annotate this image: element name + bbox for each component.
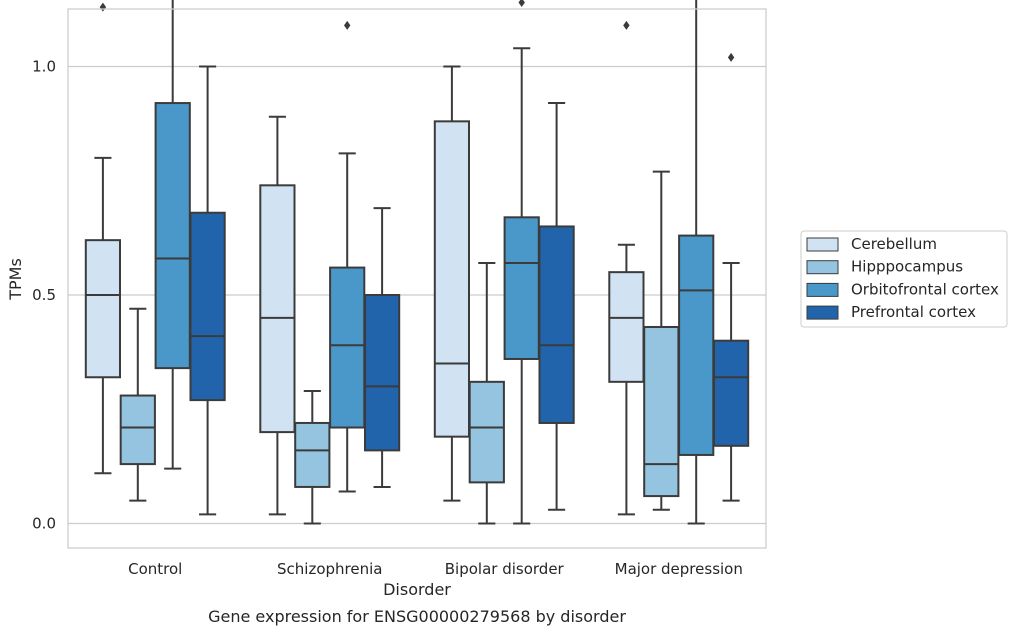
x-tick-label: Major depression: [615, 560, 743, 578]
box-iqr: [643, 325, 680, 498]
box-hipppocampus: [119, 307, 156, 502]
box-orbitofrontal-cortex: [678, 0, 715, 525]
box-iqr: [259, 184, 296, 434]
box-iqr: [154, 102, 191, 370]
legend-swatch: [806, 237, 839, 252]
x-tick-label: Bipolar disorder: [445, 560, 565, 578]
x-axis-label: Disorder: [383, 580, 451, 599]
y-tick-labels: 0.00.51.01.52.0: [32, 58, 56, 533]
box-hipppocampus: [294, 389, 331, 525]
box-iqr: [294, 421, 331, 488]
outlier-point: [344, 20, 351, 30]
legend-label: Orbitofrontal cortex: [851, 280, 999, 298]
box-iqr: [363, 294, 401, 452]
box-hipppocampus: [643, 170, 680, 511]
legend-label: Hipppocampus: [851, 258, 963, 276]
outlier-point: [727, 52, 735, 62]
box-cerebellum: [608, 20, 645, 516]
box-iqr: [84, 239, 122, 379]
x-tick-label: Control: [128, 560, 182, 578]
box-iqr: [712, 339, 750, 447]
legend-swatch: [806, 305, 839, 320]
box-iqr: [468, 380, 505, 484]
x-tick-labels: Control Schizophrenia Bipolar disorder Majo…: [128, 560, 743, 578]
plot-frame: [67, 8, 767, 549]
box-iqr: [503, 216, 540, 360]
legend-frame: [800, 230, 1008, 328]
y-tick-label: 1.0: [32, 58, 56, 76]
box-iqr: [608, 271, 645, 383]
box-orbitofrontal-cortex: [154, 0, 191, 470]
box-hipppocampus: [468, 262, 505, 525]
box-cerebellum: [259, 115, 296, 516]
box-iqr: [538, 225, 575, 424]
box-iqr: [678, 234, 715, 456]
y-tick-label: 0.0: [32, 515, 56, 533]
box-iqr: [119, 394, 156, 466]
legend: Cerebellum Hipppocampus Orbitofrontal cort…: [800, 230, 1008, 328]
box-iqr: [189, 211, 226, 402]
chart-caption: Gene expression for ENSG00000279568 by d…: [208, 607, 626, 626]
box-iqr: [329, 266, 366, 429]
box-layer: [84, 0, 750, 525]
box-prefrontal-cortex: [363, 207, 401, 488]
legend-swatch: [806, 260, 839, 275]
box-cerebellum: [84, 2, 122, 475]
box-prefrontal-cortex: [538, 102, 575, 511]
legend-swatch: [806, 282, 839, 297]
box-iqr: [433, 120, 471, 438]
box-cerebellum: [433, 65, 471, 502]
box-prefrontal-cortex: [189, 65, 226, 516]
outlier-point: [623, 20, 630, 30]
outlier-point: [518, 0, 525, 8]
y-tick-label: 0.5: [32, 286, 56, 304]
legend-label: Prefrontal cortex: [851, 303, 976, 321]
box-prefrontal-cortex: [712, 52, 750, 502]
box-orbitofrontal-cortex: [503, 0, 540, 525]
box-orbitofrontal-cortex: [329, 20, 366, 493]
legend-label: Cerebellum: [851, 235, 937, 253]
outlier-point: [99, 2, 107, 12]
x-tick-label: Schizophrenia: [277, 560, 382, 578]
y-axis-label: TPMs: [6, 258, 25, 301]
